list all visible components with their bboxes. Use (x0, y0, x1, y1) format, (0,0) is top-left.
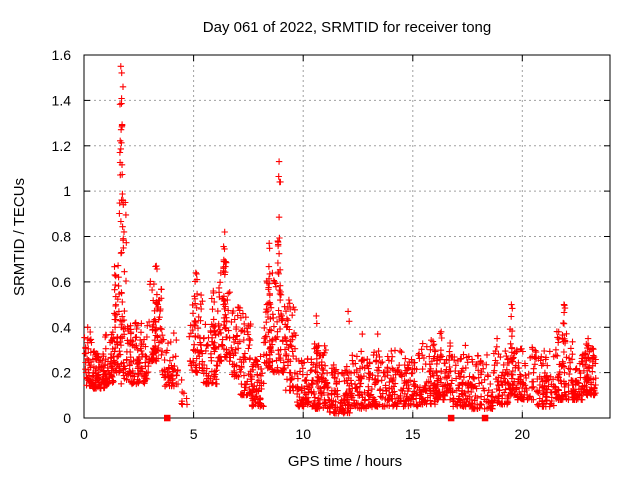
chart-title: Day 061 of 2022, SRMTID for receiver ton… (203, 19, 491, 36)
y-tick-label: 1.4 (52, 92, 72, 108)
y-tick-label: 0 (63, 410, 71, 426)
event-square-marker (164, 414, 171, 422)
y-tick-label: 1.6 (52, 47, 72, 63)
y-tick-label: 0.4 (52, 319, 72, 335)
scatter-points (81, 63, 599, 417)
y-tick-label: 1 (63, 183, 71, 199)
y-tick-label: 1.2 (52, 138, 72, 154)
x-axis-label: GPS time / hours (288, 453, 402, 470)
x-tick-label: 10 (295, 426, 311, 442)
x-tick-label: 15 (405, 426, 421, 442)
y-tick-label: 0.6 (52, 274, 72, 290)
x-tick-label: 20 (515, 426, 531, 442)
event-square-marker (481, 414, 489, 422)
x-tick-label: 5 (190, 426, 198, 442)
plot-layer: 0 5 10 15 20 0 0.2 0.4 0.6 0.8 1 1.2 1.4 1.6 (52, 47, 611, 442)
event-square-marker (447, 414, 455, 422)
y-tick-label: 0.8 (52, 229, 72, 245)
y-tick-label: 0.2 (52, 365, 72, 381)
x-tick-label: 0 (80, 426, 88, 442)
y-axis-label: SRMTID / TECUs (11, 178, 28, 296)
